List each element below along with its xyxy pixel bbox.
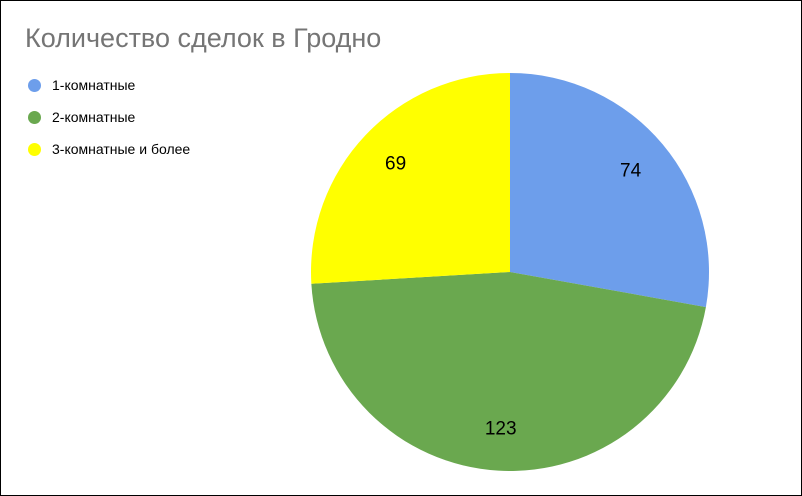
legend-label: 2-комнатные <box>52 109 136 125</box>
pie-slice-3[interactable] <box>311 73 510 284</box>
pie-chart: 74 123 69 <box>311 73 710 472</box>
legend-swatch-icon <box>28 142 41 156</box>
chart-title: Количество сделок в Гродно <box>25 23 382 53</box>
pie-slice-label: 74 <box>620 161 642 182</box>
legend-item-2-room: 2-комнатные <box>28 109 190 125</box>
pie-slice-2[interactable] <box>311 272 706 472</box>
legend-swatch-icon <box>28 78 41 92</box>
legend: 1-комнатные 2-комнатные 3-комнатные и бо… <box>28 77 190 157</box>
legend-label: 3-комнатные и более <box>52 141 191 157</box>
legend-label: 1-комнатные <box>52 77 136 93</box>
legend-item-3-room-plus: 3-комнатные и более <box>28 141 190 157</box>
legend-item-1-room: 1-комнатные <box>28 77 190 93</box>
pie-slice-label: 123 <box>485 418 517 439</box>
legend-swatch-icon <box>28 110 41 124</box>
pie-slice-label: 69 <box>385 154 406 175</box>
pie-slice-1[interactable] <box>510 73 710 308</box>
